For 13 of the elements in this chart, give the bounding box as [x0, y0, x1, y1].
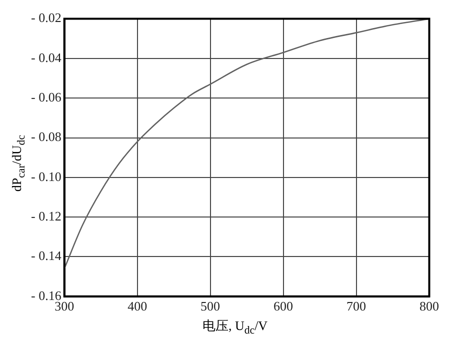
y-tick-label: - 0.12 [30, 208, 62, 224]
y-tick-label: - 0.02 [30, 10, 62, 26]
x-tick-label: 600 [274, 298, 294, 314]
x-axis-title: 电压, U$_{dc}$/V [201, 317, 269, 337]
x-tick-label: 800 [420, 298, 439, 314]
x-tick-label: 700 [346, 298, 366, 314]
x-tick-label: 500 [200, 298, 220, 314]
x-tick-label: 400 [128, 298, 148, 314]
y-tick-label: - 0.08 [30, 129, 62, 144]
y-tick-label: - 0.06 [30, 90, 62, 105]
y-tick-label: - 0.14 [30, 248, 62, 264]
y-tick-label: - 0.10 [30, 168, 62, 184]
y-tick-label: - 0.04 [30, 50, 62, 65]
